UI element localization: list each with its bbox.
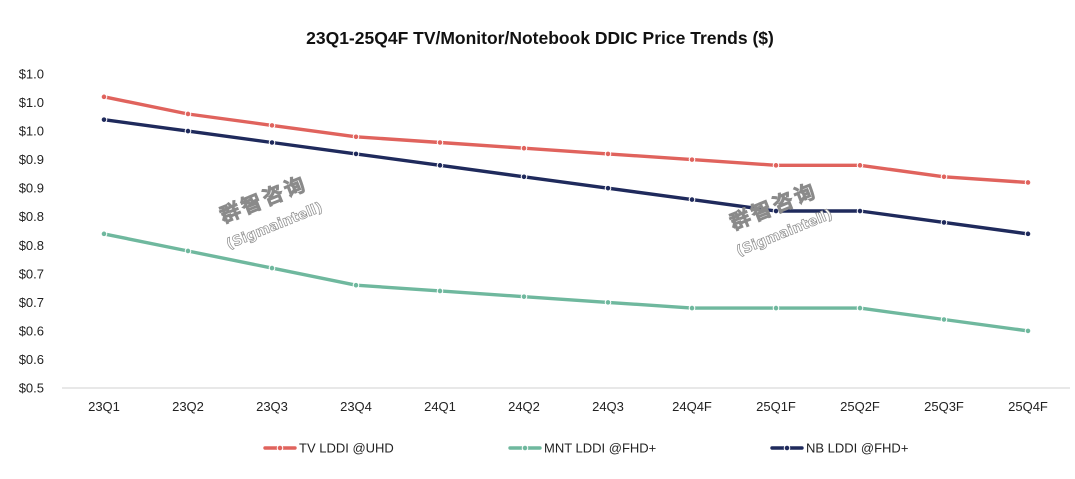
data-point bbox=[772, 162, 780, 169]
x-tick-label: 25Q4F bbox=[1008, 399, 1048, 414]
data-point bbox=[268, 122, 276, 129]
legend-item-2: MNT LDDI @FHD+ bbox=[508, 441, 656, 456]
series-3 bbox=[100, 116, 1032, 238]
y-tick-label: $0.6 bbox=[19, 323, 44, 338]
y-tick-label: $0.9 bbox=[19, 181, 44, 196]
x-tick-label: 23Q3 bbox=[256, 399, 288, 414]
data-point bbox=[940, 316, 948, 323]
x-tick-label: 23Q4 bbox=[340, 399, 372, 414]
y-tick-label: $0.6 bbox=[19, 352, 44, 367]
legend: TV LDDI @UHD MNT LDDI @FHD+ NB LDDI @FHD+ bbox=[263, 441, 908, 456]
y-tick-label: $0.5 bbox=[19, 381, 44, 396]
data-point bbox=[436, 287, 444, 295]
x-tick-label: 24Q3 bbox=[592, 399, 624, 414]
data-point bbox=[100, 93, 108, 101]
data-point bbox=[1024, 327, 1032, 335]
data-point bbox=[352, 133, 360, 141]
legend-label: NB LDDI @FHD+ bbox=[806, 441, 908, 456]
legend-item-1: TV LDDI @UHD bbox=[263, 441, 394, 456]
y-tick-label: $0.7 bbox=[19, 295, 44, 310]
data-point bbox=[184, 110, 192, 118]
x-axis: 23Q1 23Q2 23Q3 23Q4 24Q1 24Q2 24Q3 24Q4F 25Q1F 25… bbox=[88, 399, 1048, 414]
y-tick-label: $1.0 bbox=[19, 95, 44, 110]
y-tick-label: $1.0 bbox=[19, 67, 44, 82]
data-point bbox=[604, 299, 612, 306]
x-tick-label: 23Q1 bbox=[88, 399, 120, 414]
data-point bbox=[1024, 230, 1032, 238]
data-point bbox=[688, 304, 696, 312]
chart-title: 23Q1-25Q4F TV/Monitor/Notebook DDIC Pric… bbox=[306, 28, 774, 48]
legend-marker bbox=[521, 444, 529, 452]
x-tick-label: 25Q3F bbox=[924, 399, 964, 414]
data-point bbox=[604, 150, 612, 158]
data-point bbox=[688, 196, 696, 203]
series-group bbox=[100, 93, 1032, 335]
y-tick-label: $0.8 bbox=[19, 238, 44, 253]
data-point bbox=[436, 139, 444, 146]
watermark-group: 群智咨询(Sigmaintell) 群智咨询(Sigmaintell) bbox=[215, 170, 835, 260]
data-point bbox=[436, 162, 444, 169]
data-point bbox=[772, 207, 780, 215]
data-point bbox=[520, 173, 528, 181]
data-point bbox=[940, 219, 948, 226]
data-point bbox=[856, 162, 864, 169]
data-point bbox=[100, 230, 108, 238]
x-tick-label: 24Q1 bbox=[424, 399, 456, 414]
x-tick-label: 23Q2 bbox=[172, 399, 204, 414]
data-point bbox=[520, 293, 528, 300]
legend-label: MNT LDDI @FHD+ bbox=[544, 441, 656, 456]
data-point bbox=[268, 139, 276, 146]
watermark: 群智咨询(Sigmaintell) bbox=[725, 177, 835, 260]
data-point bbox=[688, 156, 696, 163]
series-2 bbox=[100, 230, 1032, 335]
x-tick-label: 25Q2F bbox=[840, 399, 880, 414]
legend-item-3: NB LDDI @FHD+ bbox=[770, 441, 908, 456]
legend-marker bbox=[276, 444, 284, 452]
data-point bbox=[940, 173, 948, 181]
data-point bbox=[184, 127, 192, 135]
series-line bbox=[102, 117, 1030, 236]
y-axis: $0.5 $0.6 $0.6 $0.7 $0.7 $0.8 $0.8 $0.9 $0.9 $1.0… bbox=[19, 67, 44, 396]
data-point bbox=[856, 304, 864, 312]
series-line bbox=[102, 232, 1030, 333]
data-point bbox=[100, 116, 108, 123]
data-point bbox=[184, 247, 192, 255]
x-tick-label: 24Q2 bbox=[508, 399, 540, 414]
y-tick-label: $0.9 bbox=[19, 152, 44, 167]
series-1 bbox=[100, 93, 1032, 186]
data-point bbox=[1024, 179, 1032, 186]
y-tick-label: $0.8 bbox=[19, 209, 44, 224]
series-line bbox=[102, 95, 1030, 185]
data-point bbox=[268, 264, 276, 272]
x-tick-label: 24Q4F bbox=[672, 399, 712, 414]
y-tick-label: $0.7 bbox=[19, 266, 44, 281]
data-point bbox=[352, 150, 360, 158]
data-point bbox=[604, 184, 612, 192]
y-tick-label: $1.0 bbox=[19, 124, 44, 139]
legend-marker bbox=[783, 444, 791, 452]
data-point bbox=[856, 207, 864, 215]
data-point bbox=[520, 144, 528, 152]
watermark: 群智咨询(Sigmaintell) bbox=[215, 170, 325, 253]
data-point bbox=[772, 304, 780, 312]
x-tick-label: 25Q1F bbox=[756, 399, 796, 414]
legend-label: TV LDDI @UHD bbox=[299, 441, 394, 456]
data-point bbox=[352, 281, 360, 289]
